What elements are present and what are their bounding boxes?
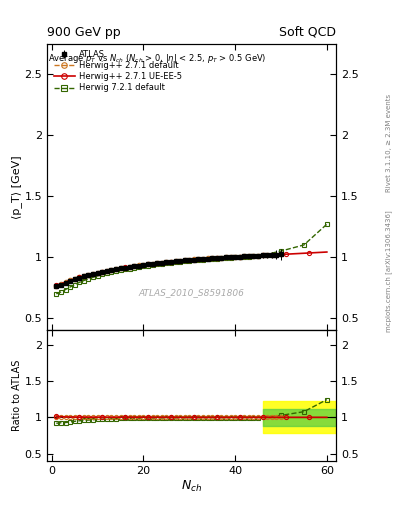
Text: Soft QCD: Soft QCD bbox=[279, 26, 336, 39]
Y-axis label: ⟨p_T⟩ [GeV]: ⟨p_T⟩ [GeV] bbox=[11, 155, 22, 219]
Text: 900 GeV pp: 900 GeV pp bbox=[47, 26, 121, 39]
Text: ATLAS_2010_S8591806: ATLAS_2010_S8591806 bbox=[139, 289, 244, 297]
Text: Average $p_T$ vs $N_{ch}$ ($N_{ch}$ > 0, |$\eta$| < 2.5, $p_T$ > 0.5 GeV): Average $p_T$ vs $N_{ch}$ ($N_{ch}$ > 0,… bbox=[48, 52, 266, 65]
Legend: ATLAS, Herwig++ 2.7.1 default, Herwig++ 2.7.1 UE-EE-5, Herwig 7.2.1 default: ATLAS, Herwig++ 2.7.1 default, Herwig++ … bbox=[51, 48, 184, 95]
Text: Rivet 3.1.10, ≥ 2.3M events: Rivet 3.1.10, ≥ 2.3M events bbox=[386, 94, 392, 193]
X-axis label: $N_{ch}$: $N_{ch}$ bbox=[181, 478, 202, 494]
Text: mcplots.cern.ch [arXiv:1306.3436]: mcplots.cern.ch [arXiv:1306.3436] bbox=[386, 210, 392, 332]
Y-axis label: Ratio to ATLAS: Ratio to ATLAS bbox=[12, 360, 22, 431]
